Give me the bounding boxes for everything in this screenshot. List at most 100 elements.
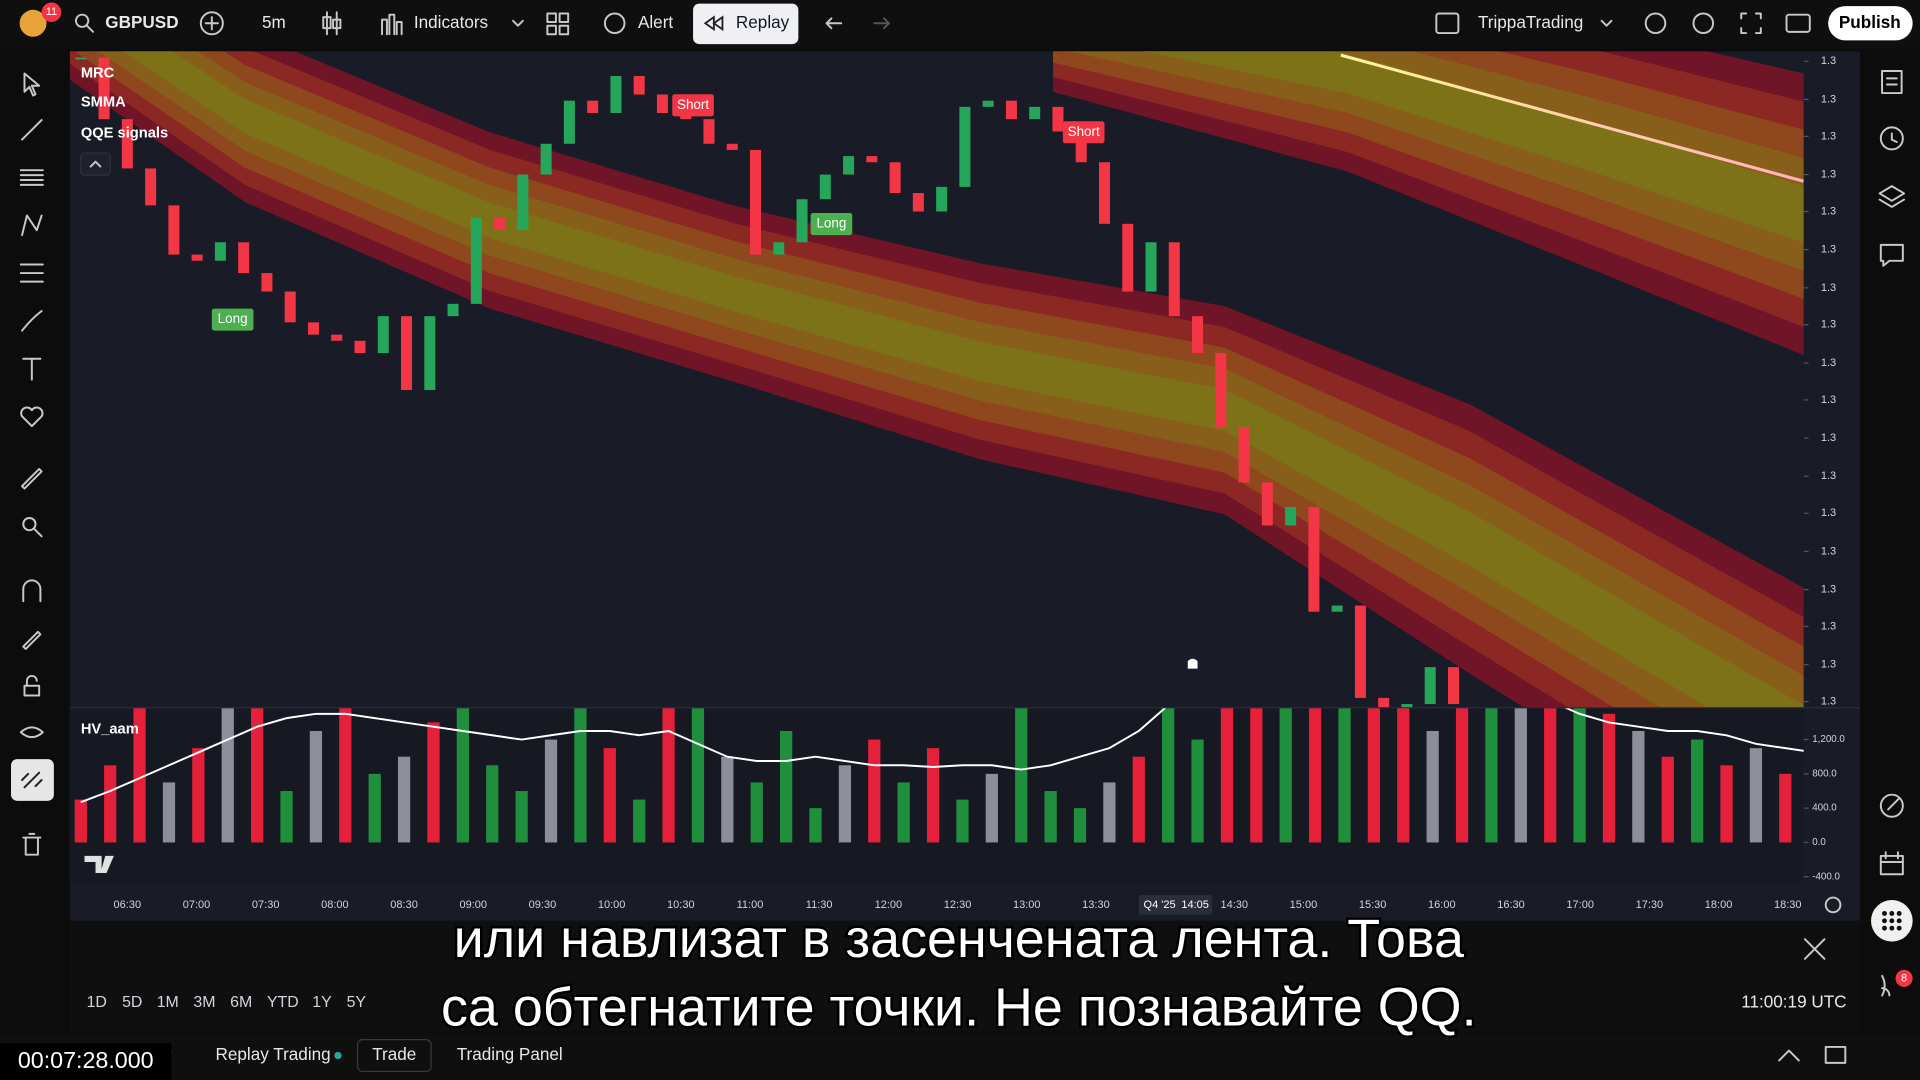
tool-button[interactable] xyxy=(21,119,43,141)
hv-bar xyxy=(1279,707,1292,843)
layouts[interactable] xyxy=(546,12,570,36)
hv-bar xyxy=(397,756,411,843)
range-button[interactable]: YTD xyxy=(267,994,299,1011)
quick-search[interactable] xyxy=(1644,12,1667,35)
hv-bar xyxy=(926,748,940,843)
hv-bar xyxy=(780,730,793,843)
hv-bar xyxy=(1514,707,1527,843)
add-symbol[interactable] xyxy=(199,11,224,36)
hv-bar xyxy=(456,707,469,843)
account-dropdown[interactable] xyxy=(1600,19,1613,27)
interval[interactable]: 5m xyxy=(262,12,286,32)
x-tick-label: 17:00 xyxy=(1566,899,1594,911)
side-button[interactable] xyxy=(1879,793,1904,818)
candle-body xyxy=(75,57,87,60)
tool-button[interactable] xyxy=(21,310,43,332)
alert-icon[interactable] xyxy=(603,12,626,35)
tool-button[interactable] xyxy=(20,406,44,428)
indicators-icon[interactable] xyxy=(381,13,403,36)
axis-settings[interactable] xyxy=(1824,896,1842,914)
redo[interactable] xyxy=(873,17,890,30)
legend-item[interactable]: QQE signals xyxy=(81,125,168,141)
range-button[interactable]: 5D xyxy=(122,994,142,1011)
settings[interactable] xyxy=(1692,12,1715,35)
candle-body xyxy=(796,199,808,243)
hv-bar xyxy=(1691,739,1704,843)
maximize-panel[interactable] xyxy=(1824,1045,1847,1064)
legend-item[interactable]: MRC xyxy=(81,65,115,81)
snapshot[interactable] xyxy=(1785,13,1811,33)
tab[interactable]: Trade xyxy=(372,1044,416,1064)
tab-box[interactable] xyxy=(356,1038,432,1073)
range-button[interactable]: 5Y xyxy=(347,994,367,1011)
tool-button[interactable] xyxy=(22,630,42,650)
hv-bar xyxy=(1073,808,1087,843)
candle-body xyxy=(1192,316,1204,354)
side-button[interactable] xyxy=(1878,185,1906,208)
tool-button[interactable] xyxy=(22,579,42,603)
bottom-panel xyxy=(0,1033,1920,1080)
symbol[interactable]: GBPUSD xyxy=(105,12,178,32)
clock[interactable]: 11:00:19 UTC xyxy=(1741,991,1846,1011)
tool-button[interactable] xyxy=(22,516,43,538)
hv-bar xyxy=(1338,707,1351,843)
x-tick-label: 07:30 xyxy=(252,899,280,911)
tool-button[interactable] xyxy=(21,214,43,237)
fullscreen[interactable] xyxy=(1740,12,1762,35)
side-button[interactable] xyxy=(1879,126,1904,151)
hv-bar xyxy=(427,722,440,843)
candle-body xyxy=(703,119,715,144)
candle-body xyxy=(331,334,343,341)
range-button[interactable]: 1M xyxy=(157,994,179,1011)
alert-button[interactable]: Alert xyxy=(638,12,673,32)
side-button[interactable] xyxy=(1881,974,1891,997)
tool-button[interactable] xyxy=(23,72,41,97)
chart-type[interactable] xyxy=(322,11,342,36)
tool-button[interactable] xyxy=(19,263,44,283)
side-button[interactable] xyxy=(1881,70,1903,95)
tool-button[interactable] xyxy=(22,357,42,381)
layout-box[interactable] xyxy=(1435,12,1460,35)
collapse-legend[interactable] xyxy=(80,152,111,176)
avatar[interactable] xyxy=(19,9,47,37)
legend-item[interactable]: SMMA xyxy=(81,95,126,111)
collapse-panel[interactable] xyxy=(1778,1049,1800,1062)
candle-body xyxy=(1238,427,1250,483)
range-button[interactable]: 1D xyxy=(87,994,107,1011)
tool-button[interactable] xyxy=(23,675,41,697)
status-dot xyxy=(334,1051,342,1060)
tool-button[interactable] xyxy=(19,169,44,186)
side-button[interactable] xyxy=(1879,243,1904,267)
publish-button[interactable] xyxy=(1828,6,1913,41)
candle-body xyxy=(307,322,319,335)
candle-body xyxy=(1075,131,1087,163)
hv-bar xyxy=(1250,707,1263,843)
search-icon[interactable] xyxy=(75,13,95,33)
indicators-button[interactable]: Indicators xyxy=(414,12,488,32)
side-button[interactable] xyxy=(1879,851,1904,876)
tool-button[interactable] xyxy=(21,771,43,789)
collapse-icon xyxy=(89,160,102,168)
close-subtitle[interactable] xyxy=(1803,938,1826,960)
timestamp-box xyxy=(0,1043,172,1080)
account[interactable]: TrippaTrading xyxy=(1478,12,1583,32)
range-button[interactable]: 6M xyxy=(230,994,252,1011)
replay-button[interactable] xyxy=(693,3,799,45)
range-button[interactable]: 3M xyxy=(193,994,215,1011)
x-tick-label: 08:30 xyxy=(390,899,418,911)
tab[interactable]: Trading Panel xyxy=(457,1044,563,1064)
indicator-title[interactable]: HV_aam xyxy=(81,722,139,738)
tool-button[interactable] xyxy=(21,468,43,490)
x-tick-label: 15:00 xyxy=(1290,899,1318,911)
hv-bar xyxy=(1749,748,1763,843)
tab[interactable]: Replay Trading xyxy=(216,1044,331,1064)
undo[interactable] xyxy=(825,17,843,30)
tool-button[interactable] xyxy=(19,726,44,739)
range-button[interactable]: 1Y xyxy=(312,994,332,1011)
hv-bar xyxy=(251,707,264,843)
tool-button[interactable] xyxy=(22,832,42,856)
hv-bar xyxy=(1544,707,1557,843)
dropdown[interactable] xyxy=(512,19,524,27)
candle-body xyxy=(424,316,436,391)
